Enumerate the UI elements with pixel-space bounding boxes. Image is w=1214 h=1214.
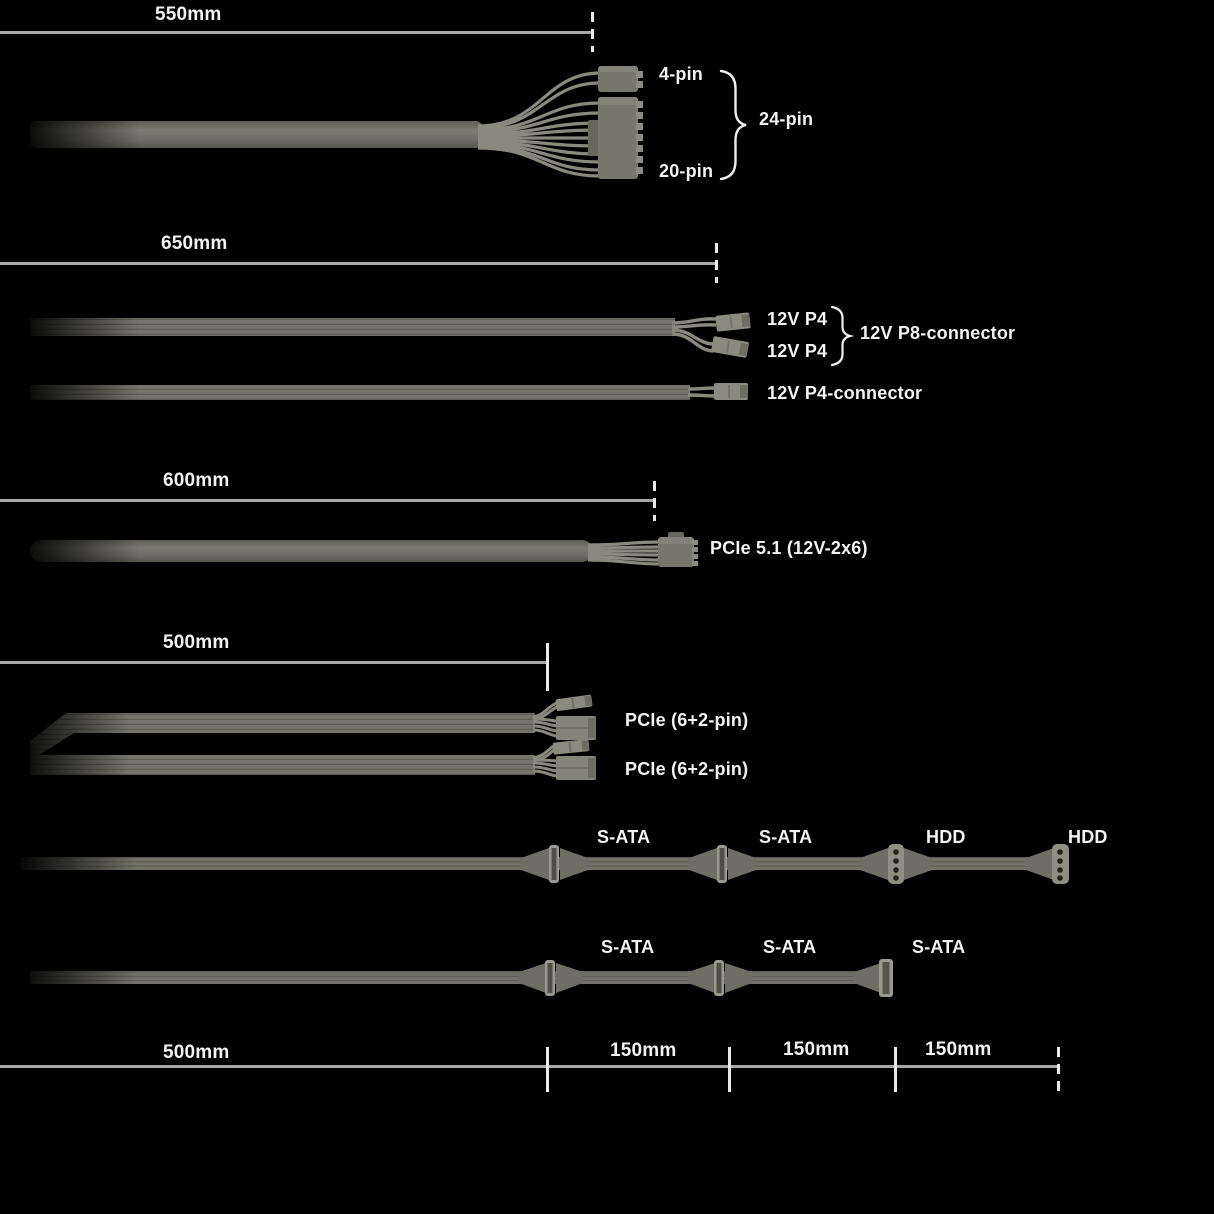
label-pcie51: PCIe 5.1 (12V-2x6) bbox=[710, 538, 868, 558]
label-cpu-p8-connector: 12V P8-connector bbox=[860, 323, 1016, 343]
label-sata-base: 500mm bbox=[163, 1042, 230, 1063]
pcie-2pin-connector-a bbox=[555, 694, 593, 712]
label-length-500: 500mm bbox=[163, 632, 230, 653]
sata2-connector-3 bbox=[854, 959, 893, 997]
measure-line-sata bbox=[0, 1065, 1059, 1068]
measure-line-550 bbox=[0, 31, 592, 34]
pcie51-fan-wires bbox=[587, 540, 661, 566]
label-cpu-p4-b: 12V P4 bbox=[767, 341, 828, 361]
cpu-p4-connector-single bbox=[714, 383, 748, 400]
label-sata2-1: S-ATA bbox=[601, 937, 655, 957]
cpu-fade-2 bbox=[18, 380, 140, 404]
sata2-connector-2 bbox=[688, 960, 752, 996]
brace-24pin bbox=[719, 69, 747, 181]
atx-20pin-connector bbox=[588, 97, 643, 179]
cpu-p4-connector-a bbox=[715, 312, 751, 332]
brace-p8 bbox=[830, 305, 855, 367]
pcie51-fade bbox=[18, 535, 140, 567]
label-sata1-2: S-ATA bbox=[759, 827, 813, 847]
sata-hdd-cable bbox=[15, 844, 1069, 884]
label-sata1-1: S-ATA bbox=[597, 827, 651, 847]
label-pcie-b: PCIe (6+2-pin) bbox=[625, 759, 749, 779]
sata-cable bbox=[15, 959, 893, 997]
cpu-fade-1 bbox=[18, 312, 140, 340]
pcie51-cable bbox=[18, 532, 698, 567]
pcie-6pin-connector-a bbox=[556, 716, 596, 740]
pcie-ribbon-1 bbox=[30, 713, 535, 761]
label-pcie-a: PCIe (6+2-pin) bbox=[625, 710, 749, 730]
pcie-fan-wires-2 bbox=[532, 744, 558, 778]
label-sata2-3: S-ATA bbox=[912, 937, 966, 957]
pcie-fade bbox=[15, 705, 130, 780]
label-hdd-1: HDD bbox=[926, 827, 966, 847]
sata2-connector-1 bbox=[519, 960, 583, 996]
atx-fade bbox=[18, 116, 140, 152]
cpu-p4-connector-b bbox=[711, 336, 749, 358]
atx-sleeve bbox=[30, 121, 482, 148]
pcie-fan-wires-1 bbox=[532, 701, 558, 738]
label-sata-seg3: 150mm bbox=[925, 1039, 992, 1060]
label-length-600: 600mm bbox=[163, 470, 230, 491]
measurement-lines bbox=[0, 12, 1060, 1092]
sata-hdd-fade bbox=[15, 852, 137, 874]
hdd-connector-1 bbox=[860, 844, 932, 884]
label-sata2-2: S-ATA bbox=[763, 937, 817, 957]
cpu-ribbon-1 bbox=[30, 318, 675, 336]
label-length-550: 550mm bbox=[155, 4, 222, 25]
label-hdd-2: HDD bbox=[1068, 827, 1108, 847]
pcie51-connector bbox=[658, 532, 698, 567]
label-atx-24pin: 24-pin bbox=[759, 109, 814, 129]
sata-connector-1 bbox=[521, 845, 588, 883]
measure-line-500 bbox=[0, 661, 547, 664]
label-sata-seg2: 150mm bbox=[783, 1039, 850, 1060]
label-length-650: 650mm bbox=[161, 233, 228, 254]
measure-line-650 bbox=[0, 262, 716, 265]
atx-cable bbox=[18, 66, 747, 181]
label-sata-seg1: 150mm bbox=[610, 1040, 677, 1061]
cpu-split-wires bbox=[671, 317, 717, 353]
pcie-2pin-connector-b bbox=[552, 739, 590, 755]
pcie-cables bbox=[15, 694, 596, 780]
sata-connector-2 bbox=[689, 845, 756, 883]
label-atx-4pin: 4-pin bbox=[659, 64, 703, 84]
cpu-single-wires bbox=[687, 386, 717, 398]
cpu-cables bbox=[18, 305, 855, 404]
atx-fan-wires bbox=[477, 71, 601, 178]
hdd-connector-2 bbox=[1026, 844, 1069, 884]
sata-strip bbox=[30, 971, 885, 984]
label-cpu-p4-connector: 12V P4-connector bbox=[767, 383, 923, 403]
pcie51-sleeve bbox=[30, 540, 593, 562]
label-atx-20pin: 20-pin bbox=[659, 161, 714, 181]
pcie-6pin-connector-b bbox=[556, 756, 596, 780]
label-cpu-p4-a: 12V P4 bbox=[767, 309, 828, 329]
sata-fade bbox=[15, 966, 137, 988]
pcie-ribbon-2 bbox=[30, 755, 535, 775]
measure-line-600 bbox=[0, 499, 654, 502]
cpu-ribbon-2 bbox=[30, 385, 690, 400]
atx-4pin-connector bbox=[598, 66, 643, 92]
